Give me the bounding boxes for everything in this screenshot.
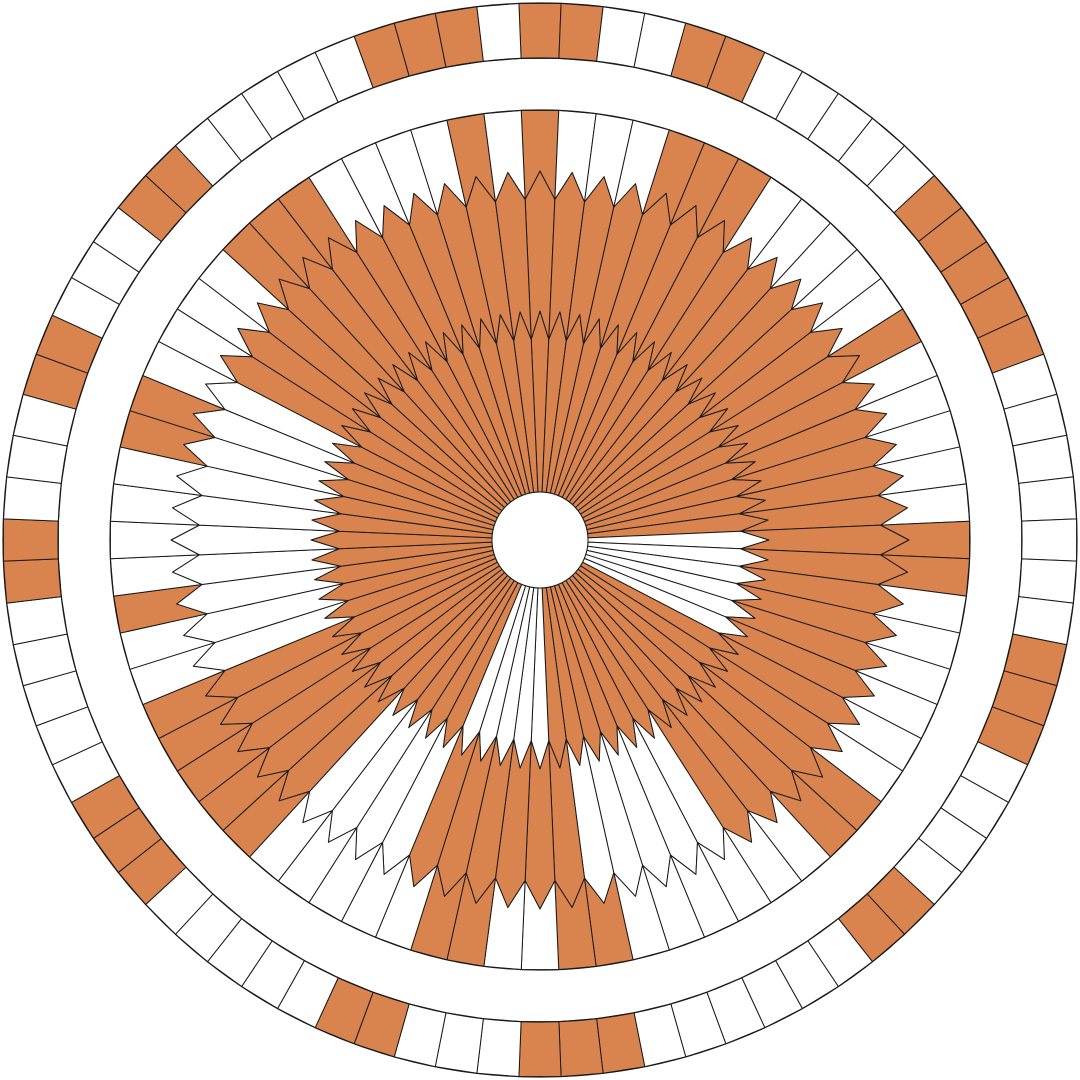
inner-disc-edge xyxy=(109,109,971,971)
outer-ring-tile xyxy=(518,2,562,59)
outer-ring-tile xyxy=(558,2,604,62)
outer-ring-tile xyxy=(1018,558,1078,604)
center-hub xyxy=(491,491,589,589)
outer-ring-tile xyxy=(476,1018,522,1078)
outer-ring-tile xyxy=(2,558,62,604)
outer-ring-tile xyxy=(1021,518,1078,562)
outer-ring-tile xyxy=(476,2,522,62)
outer-ring-tile xyxy=(2,476,62,522)
outer-ring-tile xyxy=(518,1021,562,1078)
outer-ring-tile xyxy=(1018,476,1078,522)
outer-ring-inner-edge xyxy=(57,57,1023,1023)
outer-ring-tile xyxy=(558,1018,604,1078)
outer-ring-tile xyxy=(2,518,59,562)
spoke-outer-segment xyxy=(483,109,526,203)
